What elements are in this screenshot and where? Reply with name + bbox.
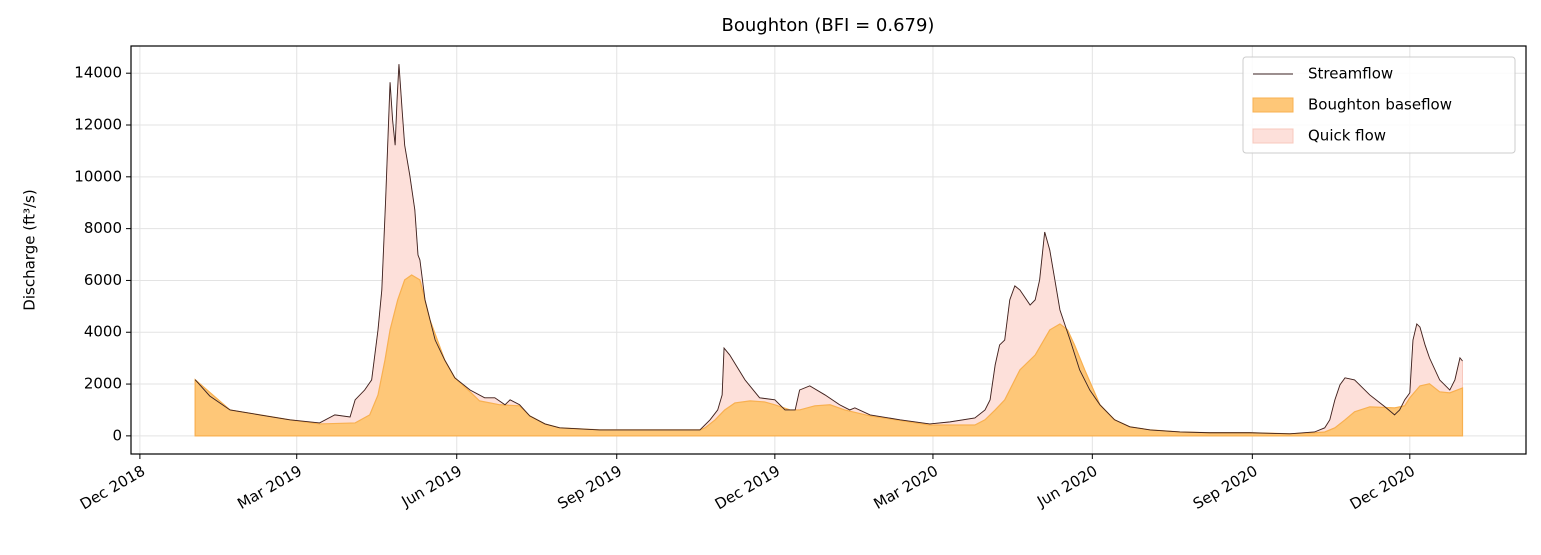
y-tick-label: 6000 — [84, 271, 122, 289]
legend-swatch — [1252, 97, 1294, 113]
y-axis-label: Discharge (ft³/s) — [21, 189, 39, 310]
y-tick-label: 10000 — [74, 167, 122, 185]
baseflow-area — [194, 274, 1464, 437]
y-tick-label: 0 — [112, 426, 122, 444]
legend-label: Streamflow — [1308, 65, 1393, 83]
y-tick-label: 8000 — [84, 219, 122, 237]
y-tick-label: 12000 — [74, 116, 122, 134]
x-tick-label: Sep 2020 — [1190, 462, 1261, 513]
legend-swatch — [1252, 128, 1294, 144]
streamflow-line — [194, 64, 1463, 435]
legend-label: Boughton baseflow — [1308, 96, 1452, 114]
legend-box — [1242, 56, 1516, 154]
legend: Streamflow Boughton baseflow Quick flow — [1242, 56, 1516, 154]
x-tick-label: Dec 2018 — [77, 462, 148, 514]
x-tick-label: Jun 2020 — [1033, 462, 1100, 511]
plot-frame — [130, 45, 1527, 455]
y-tick-label: 14000 — [74, 64, 122, 82]
x-tick-label: Dec 2020 — [1347, 462, 1418, 514]
y-tick-label: 4000 — [84, 323, 122, 341]
chart-title: Boughton (BFI = 0.679) — [722, 15, 935, 36]
x-tick-label: Dec 2019 — [712, 462, 783, 514]
x-tick-label: Mar 2019 — [234, 462, 305, 513]
legend-label: Quick flow — [1308, 127, 1386, 145]
x-tick-label: Sep 2019 — [554, 462, 625, 513]
x-tick-label: Jun 2019 — [398, 462, 465, 511]
y-tick-label: 2000 — [84, 375, 122, 393]
x-tick-label: Mar 2020 — [870, 462, 941, 513]
